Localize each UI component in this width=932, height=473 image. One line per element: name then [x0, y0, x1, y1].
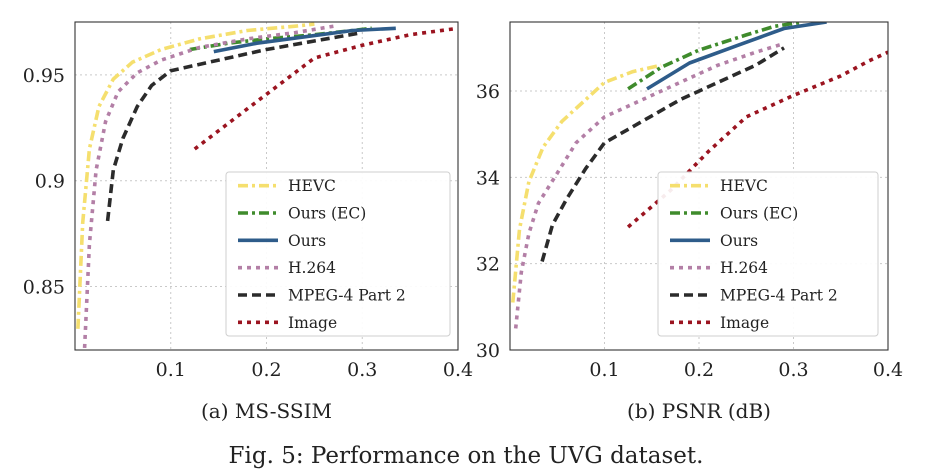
legend-box: [657, 171, 879, 337]
chart-psnr: 0.1 0.2 0.3 0.4 30 32 34 36 (b) PSNR (dB) HEVC Our…: [476, 21, 903, 423]
series-line-hevc: [76, 22, 315, 329]
y-tick-label: 34: [476, 167, 500, 189]
y-tick-label: 32: [476, 254, 500, 276]
legend: HEVC Ours (EC) Ours H.264 MPEG-4 Part 2 Image: [657, 171, 879, 337]
x-tick-label: 0.4: [873, 359, 903, 381]
y-tick-label: 36: [476, 81, 500, 103]
series-group: [76, 22, 458, 348]
y-tick-label: 0.95: [23, 65, 65, 87]
series-line-ours: [646, 22, 827, 91]
x-tick-label: 0.2: [251, 359, 281, 381]
x-tick-label: 0.4: [443, 359, 473, 381]
legend-label: H.264: [288, 259, 336, 277]
legend-label: Ours (EC): [720, 205, 798, 223]
y-tick-label: 30: [476, 340, 500, 362]
x-tick-label: 0.3: [347, 359, 377, 381]
legend-label: HEVC: [720, 177, 768, 195]
x-tick-label: 0.1: [156, 359, 186, 381]
x-tick-label: 0.1: [589, 359, 619, 381]
legend-label: Ours: [288, 232, 326, 250]
series-line-ours-ec: [627, 22, 804, 91]
figure-caption: Fig. 5: Performance on the UVG dataset.: [229, 443, 704, 469]
x-tick-label: 0.3: [778, 359, 808, 381]
series-line-h-264: [513, 41, 785, 329]
y-tick-label: 0.9: [35, 171, 65, 193]
subfigure-caption: (a) MS-SSIM: [201, 399, 332, 423]
legend-label: Ours (EC): [288, 205, 366, 223]
series-line-mpeg-4-part-2: [105, 30, 363, 222]
plot-frame: [74, 21, 459, 351]
plot-frame: [509, 21, 889, 351]
legend-label: MPEG-4 Part 2: [288, 287, 406, 305]
series-line-mpeg-4-part-2: [540, 46, 785, 262]
series-line-image: [193, 26, 458, 151]
legend-label: Image: [288, 314, 337, 332]
subfigure-caption: (b) PSNR (dB): [627, 399, 771, 423]
legend-label: HEVC: [288, 177, 336, 195]
series-line-h-264: [82, 24, 334, 348]
legend-label: MPEG-4 Part 2: [720, 287, 838, 305]
series-line-hevc: [511, 63, 662, 303]
legend-box: [225, 171, 451, 337]
legend-label: Ours: [720, 232, 758, 250]
series-line-ours: [213, 26, 396, 54]
legend: HEVC Ours (EC) Ours H.264 MPEG-4 Part 2 Image: [225, 171, 451, 337]
x-tick-label: 0.2: [684, 359, 714, 381]
chart-ms-ssim: 0.1 0.2 0.3 0.4 0.85 0.9 0.95 (a) MS-SSIM HEVC Ou…: [23, 21, 473, 423]
y-tick-label: 0.85: [23, 277, 65, 299]
legend-label: H.264: [720, 259, 768, 277]
legend-label: Image: [720, 314, 769, 332]
